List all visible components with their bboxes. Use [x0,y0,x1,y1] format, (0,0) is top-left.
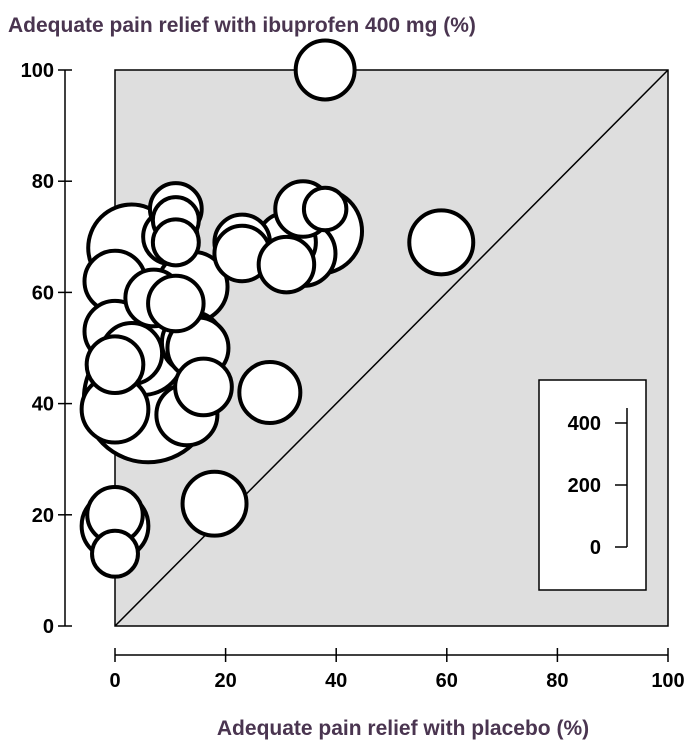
y-tick-label: 100 [21,60,54,82]
y-tick-label: 0 [43,616,54,638]
data-bubble [301,185,349,233]
size-legend-label: 400 [568,413,601,435]
size-legend-label: 200 [568,475,601,497]
x-tick-label: 20 [214,670,236,692]
x-tick-label: 40 [325,670,347,692]
bubble-layer [79,38,476,579]
y-axis-title: Adequate pain relief with ibuprofen 400 … [8,14,476,37]
size-legend-label: 0 [590,537,601,559]
data-bubble [173,356,234,418]
x-tick-label: 80 [546,670,568,692]
y-tick-label: 40 [32,394,54,416]
data-bubble [180,469,249,538]
data-bubble [146,273,206,334]
data-bubble [84,334,146,396]
data-bubble [293,38,357,102]
data-bubble [407,208,476,277]
x-axis: 0 20 40 60 80 100 [109,648,685,692]
data-bubble [256,234,317,295]
size-legend: 400 200 0 [538,379,647,591]
x-tick-label: 60 [436,670,458,692]
y-tick-label: 20 [32,505,54,527]
x-axis-title: Adequate pain relief with placebo (%) [217,717,589,740]
data-bubble [237,359,303,425]
y-axis: 0 20 40 60 80 100 [21,60,72,638]
data-bubble [150,217,201,268]
x-tick-label: 0 [109,670,120,692]
data-bubble [90,528,140,579]
y-tick-label: 60 [32,282,54,304]
x-tick-label: 100 [651,670,684,692]
y-tick-label: 80 [32,171,54,193]
size-legend-box [538,379,647,591]
